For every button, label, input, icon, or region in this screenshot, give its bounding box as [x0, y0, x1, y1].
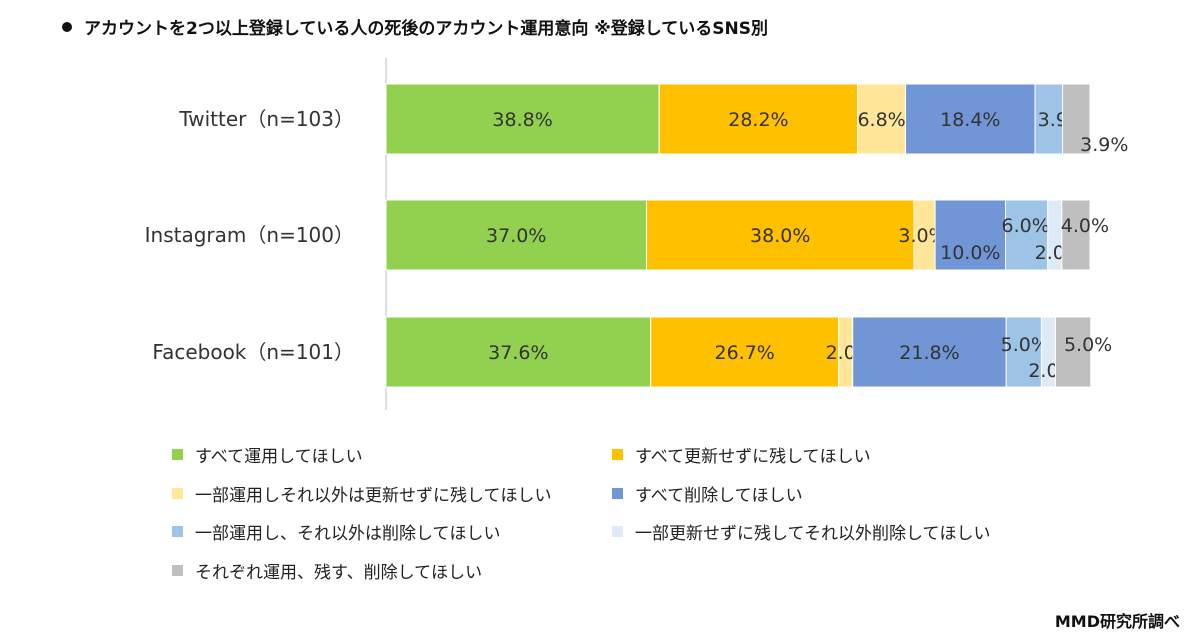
legend-swatch: [172, 565, 183, 576]
legend-label: すべて運用してほしい: [195, 447, 363, 467]
bar-segment: [857, 83, 907, 155]
legend-label: それぞれ運用、残す、削除してほしい: [195, 563, 483, 583]
bar-segment: [385, 316, 652, 388]
legend-label: すべて削除してほしい: [635, 486, 803, 506]
legend-swatch: [172, 449, 183, 460]
bar-segment: [905, 83, 1036, 155]
data-label: 37.6%: [488, 342, 548, 364]
legend-swatch: [612, 488, 623, 499]
bar-segment: [385, 83, 660, 155]
legend-label: 一部運用しそれ以外は更新せずに残してほしい: [195, 486, 552, 506]
chart-title: アカウントを2つ以上登録している人の死後のアカウント運用意向 ※登録しているSN…: [62, 14, 768, 39]
bar-segment: [1005, 199, 1049, 271]
data-label: 6.8%: [857, 109, 905, 131]
data-label: 5.0%: [1064, 334, 1112, 356]
data-label: 28.2%: [728, 109, 788, 131]
data-label: 5.0%: [1001, 334, 1049, 356]
bar-segment: [1062, 83, 1091, 155]
legend-label: 一部更新せずに残してそれ以外削除してほしい: [635, 524, 991, 544]
bar-segment: [852, 316, 1007, 388]
bar-segment: [658, 83, 859, 155]
legend-swatch: [612, 526, 623, 537]
data-label: 37.0%: [486, 225, 546, 247]
category-label: Twitter（n=103）: [178, 107, 354, 131]
data-label: 38.0%: [750, 225, 810, 247]
source-credit: MMD研究所調べ: [1054, 612, 1180, 631]
legend-item: すべて更新せずに残してほしい: [612, 442, 871, 467]
category-label: Instagram（n=100）: [145, 223, 354, 247]
data-label: 18.4%: [940, 109, 1000, 131]
category-label: Facebook（n=101）: [152, 340, 354, 364]
legend-swatch: [172, 488, 183, 499]
legend-item: 一部更新せずに残してそれ以外削除してほしい: [612, 519, 990, 544]
chart-title-text: アカウントを2つ以上登録している人の死後のアカウント運用意向 ※登録しているSN…: [84, 19, 768, 39]
legend-item: すべて運用してほしい: [172, 442, 363, 467]
legend-item: すべて削除してほしい: [612, 481, 803, 506]
legend-label: 一部運用し、それ以外は削除してほしい: [195, 524, 501, 544]
data-label: 3.9%: [1080, 134, 1128, 156]
legend-swatch: [612, 449, 623, 460]
stacked-bar-chart: Twitter（n=103） 38.8% 28.2% 6.8% 18.4% 3.9%3.9…: [145, 58, 1128, 410]
bar-segment: [385, 199, 647, 271]
bar-segment: [1061, 199, 1091, 271]
data-label: 38.8%: [492, 109, 552, 131]
data-label: 21.8%: [899, 342, 959, 364]
bullet-icon: [62, 22, 72, 32]
bar-segment: [1055, 316, 1092, 388]
legend-label: すべて更新せずに残してほしい: [635, 447, 871, 467]
data-label: 10.0%: [940, 242, 1000, 264]
bar-segment: [645, 199, 915, 271]
legend-swatch: [172, 526, 183, 537]
bar-segment: [1005, 316, 1042, 388]
bar-segment: [650, 316, 840, 388]
legend-item: 一部運用し、それ以外は削除してほしい: [172, 519, 501, 544]
bar-segment: [1034, 83, 1064, 155]
legend-item: 一部運用しそれ以外は更新せずに残してほしい: [172, 481, 552, 506]
data-label: 4.0%: [1061, 215, 1109, 237]
data-label: 26.7%: [715, 342, 775, 364]
legend-item: それぞれ運用、残す、削除してほしい: [172, 558, 482, 583]
data-label: 6.0%: [1001, 215, 1049, 237]
